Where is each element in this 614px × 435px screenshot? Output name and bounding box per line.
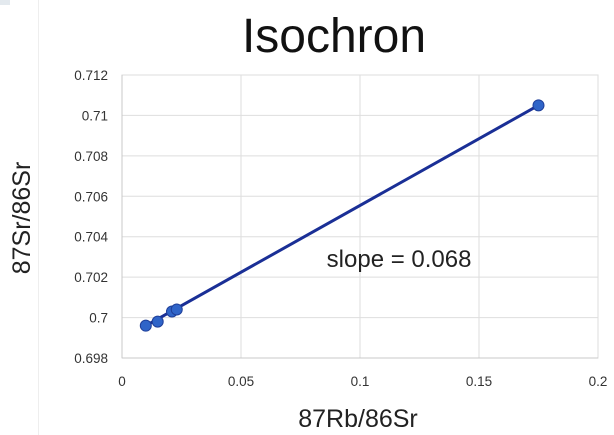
y-tick-label: 0.71 <box>82 108 108 123</box>
x-axis-ticks: 0 0.05 0.1 0.15 0.2 <box>118 374 607 389</box>
y-tick-label: 0.698 <box>74 351 108 366</box>
y-tick-label: 0.708 <box>74 149 108 164</box>
data-point <box>139 319 152 332</box>
data-points <box>139 99 545 332</box>
x-tick-label: 0.05 <box>228 374 254 389</box>
y-tick-label: 0.712 <box>74 68 108 83</box>
y-axis-title: 87Sr/86Sr <box>8 162 36 275</box>
data-point <box>170 303 183 316</box>
x-tick-label: 0.15 <box>466 374 492 389</box>
y-tick-label: 0.706 <box>74 189 108 204</box>
data-point <box>532 99 545 112</box>
grid <box>121 74 599 359</box>
slope-annotation: slope = 0.068 <box>327 246 472 273</box>
x-tick-label: 0.2 <box>589 374 608 389</box>
y-tick-label: 0.702 <box>74 270 108 285</box>
x-axis-title: 87Rb/86Sr <box>298 405 418 433</box>
x-tick-label: 0 <box>118 374 126 389</box>
data-point <box>151 315 164 328</box>
corner-mark <box>0 0 10 5</box>
chart-title: Isochron <box>242 10 426 63</box>
x-tick-label: 0.1 <box>351 374 370 389</box>
annotations: slope = 0.068 <box>327 246 472 273</box>
y-tick-label: 0.704 <box>74 230 108 245</box>
trendline <box>144 103 540 328</box>
page-edge-line <box>38 0 39 435</box>
trendline-layer <box>144 103 540 328</box>
y-tick-label: 0.7 <box>89 311 108 326</box>
y-axis-ticks: 0.698 0.7 0.702 0.704 0.706 0.708 0.71 0.712 <box>74 68 108 366</box>
